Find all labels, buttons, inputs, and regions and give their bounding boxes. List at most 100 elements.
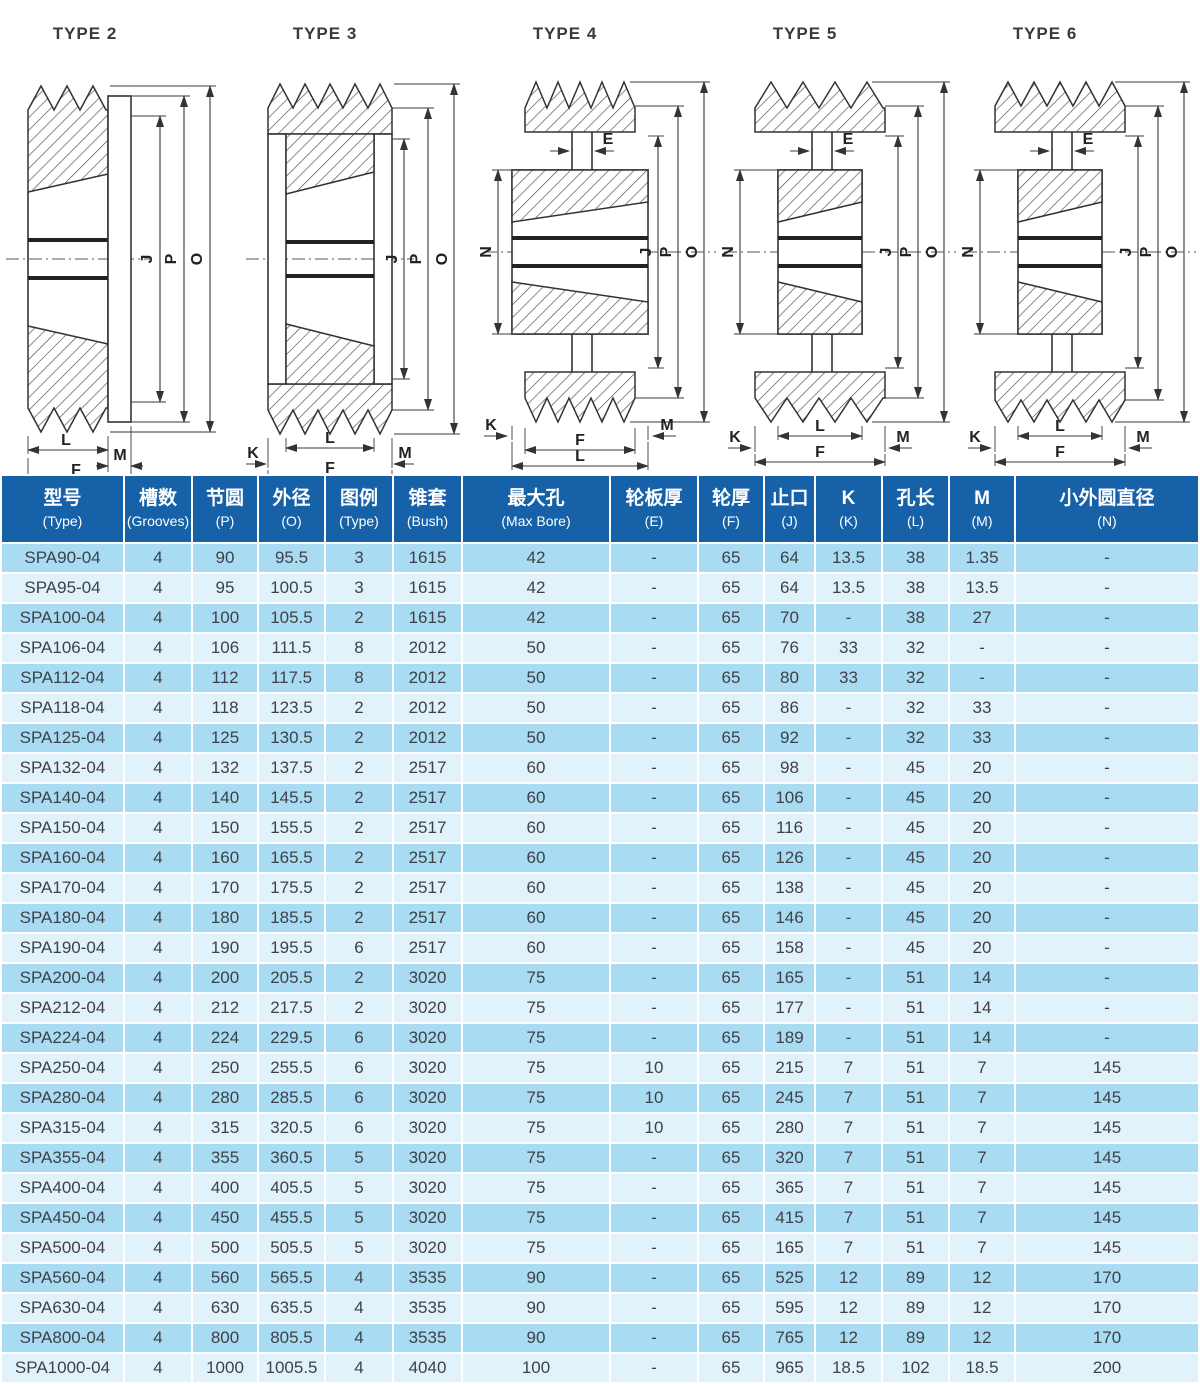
column-header-zh: 锥套 (408, 488, 447, 510)
cell-k: - (816, 604, 881, 632)
table-row: SPA140-04 4 140 145.5 2 2517 60-65 106-45 20- (2, 784, 1198, 812)
cell-bush: 1615 (394, 604, 461, 632)
cell-m: 20 (950, 904, 1014, 932)
dim-label-k: K (247, 445, 259, 462)
cell-pitch: 106 (193, 634, 257, 662)
cell-k: 7 (816, 1084, 881, 1112)
cell-l: 51 (883, 1234, 948, 1262)
column-header-pitch: 节圆 (P) (193, 476, 257, 542)
cell-f: 65 (699, 1084, 763, 1112)
cell-maxbore: 50 (463, 694, 609, 722)
column-header-zh: 轮厚 (711, 488, 750, 510)
column-header-zh: 轮板厚 (625, 488, 683, 510)
column-header-zh: M (974, 488, 990, 510)
table-row: SPA112-04 4 112 117.5 8 2012 50-65 80 33 32- - (2, 664, 1198, 692)
cell-model: SPA200-04 (2, 964, 123, 992)
cell-f: 65 (699, 574, 763, 602)
table-row: SPA190-04 4 190 195.5 6 2517 60-65 158-45 20- (2, 934, 1198, 962)
cell-model: SPA630-04 (2, 1294, 123, 1322)
diagram-type-4: TYPE 4 E (480, 0, 720, 474)
cell-f: 65 (699, 634, 763, 662)
cell-f: 65 (699, 544, 763, 572)
cell-pitch: 450 (193, 1204, 257, 1232)
cell-e: - (611, 574, 697, 602)
cell-model: SPA140-04 (2, 784, 123, 812)
cell-e: - (611, 994, 697, 1022)
cell-bush: 3020 (394, 994, 461, 1022)
cell-e: 10 (611, 1084, 697, 1112)
cell-grooves: 4 (125, 904, 191, 932)
cell-j: 415 (765, 1204, 814, 1232)
cell-figure: 6 (326, 934, 392, 962)
cell-grooves: 4 (125, 784, 191, 812)
cell-figure: 8 (326, 634, 392, 662)
table-header: 型号 (Type) 槽数 (Grooves) 节圆 (P) 外径 (O) 图例 (Type) 锥套 (… (2, 476, 1198, 542)
dim-label-f: F (575, 432, 585, 449)
cell-grooves: 4 (125, 994, 191, 1022)
cell-n: - (1016, 994, 1198, 1022)
cell-l: 51 (883, 1174, 948, 1202)
dim-label-f: F (325, 460, 335, 474)
table-row: SPA800-04 4 800 805.5 4 3535 90-65 765 12 89 12 170 (2, 1324, 1198, 1352)
column-header-en: (J) (781, 513, 798, 530)
cell-figure: 3 (326, 574, 392, 602)
dim-label-k: K (729, 429, 741, 446)
cell-l: 89 (883, 1324, 948, 1352)
column-header-en: (E) (644, 513, 664, 530)
cell-od: 320.5 (259, 1114, 324, 1142)
table-row: SPA132-04 4 132 137.5 2 2517 60-65 98-45 20- (2, 754, 1198, 782)
cell-e: - (611, 544, 697, 572)
cell-f: 65 (699, 784, 763, 812)
cell-grooves: 4 (125, 1324, 191, 1352)
cell-m: 7 (950, 1144, 1014, 1172)
dim-label-j: J (638, 248, 655, 257)
table-row: SPA280-04 4 280 285.5 6 3020 75 10 65 245 7 51 7 145 (2, 1084, 1198, 1112)
cell-m: 7 (950, 1174, 1014, 1202)
cell-j: 138 (765, 874, 814, 902)
cell-grooves: 4 (125, 634, 191, 662)
cell-od: 105.5 (259, 604, 324, 632)
cell-m: 13.5 (950, 574, 1014, 602)
cell-l: 45 (883, 754, 948, 782)
cell-model: SPA450-04 (2, 1204, 123, 1232)
cell-j: 76 (765, 634, 814, 662)
cell-n: - (1016, 904, 1198, 932)
cell-k: - (816, 1024, 881, 1052)
cell-m: 12 (950, 1324, 1014, 1352)
cell-m: 1.35 (950, 544, 1014, 572)
table-row: SPA315-04 4 315 320.5 6 3020 75 10 65 280 7 51 7 145 (2, 1114, 1198, 1142)
cell-f: 65 (699, 904, 763, 932)
dim-label-o: O (1164, 246, 1181, 258)
cell-n: - (1016, 574, 1198, 602)
cell-maxbore: 75 (463, 1024, 609, 1052)
cell-e: - (611, 874, 697, 902)
cell-k: - (816, 814, 881, 842)
cell-n: 170 (1016, 1264, 1198, 1292)
dim-label-n: N (480, 246, 495, 258)
table-row: SPA560-04 4 560 565.5 4 3535 90-65 525 12 89 12 170 (2, 1264, 1198, 1292)
cell-bush: 2012 (394, 664, 461, 692)
cell-l: 51 (883, 964, 948, 992)
cell-figure: 4 (326, 1264, 392, 1292)
cell-od: 360.5 (259, 1144, 324, 1172)
cell-e: - (611, 814, 697, 842)
cell-maxbore: 75 (463, 994, 609, 1022)
cell-grooves: 4 (125, 934, 191, 962)
cell-bush: 3535 (394, 1324, 461, 1352)
cell-l: 45 (883, 934, 948, 962)
cell-l: 45 (883, 874, 948, 902)
column-header-zh: 槽数 (138, 488, 177, 510)
cell-m: 7 (950, 1204, 1014, 1232)
cell-maxbore: 90 (463, 1294, 609, 1322)
cell-figure: 4 (326, 1354, 392, 1382)
cell-n: - (1016, 814, 1198, 842)
cell-f: 65 (699, 1204, 763, 1232)
cell-grooves: 4 (125, 664, 191, 692)
table-row: SPA630-04 4 630 635.5 4 3535 90-65 595 12 89 12 170 (2, 1294, 1198, 1322)
cell-model: SPA112-04 (2, 664, 123, 692)
cell-pitch: 560 (193, 1264, 257, 1292)
cell-m: 14 (950, 964, 1014, 992)
cell-f: 65 (699, 664, 763, 692)
cell-n: - (1016, 604, 1198, 632)
cell-grooves: 4 (125, 574, 191, 602)
